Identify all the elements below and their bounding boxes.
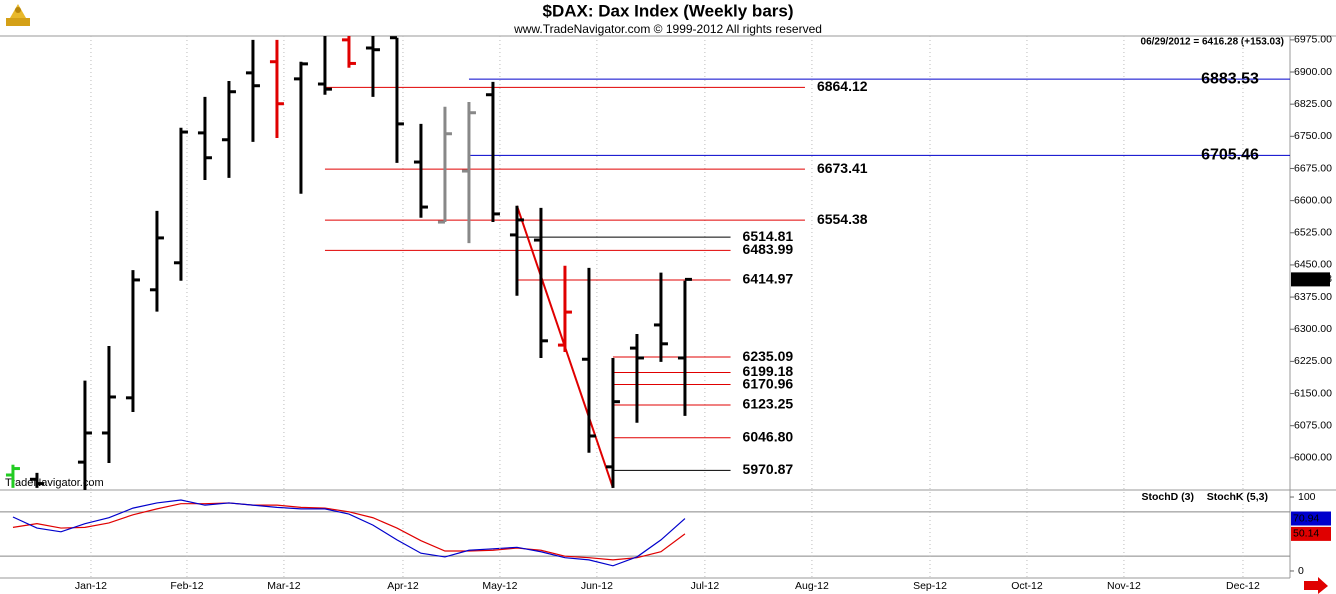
last-price-note: 06/29/2012 = 6416.28 (+153.03): [1141, 37, 1284, 48]
level-label: 6883.53: [1201, 70, 1259, 87]
y-tick-label: 6525.00: [1294, 227, 1332, 239]
level-label: 6414.97: [743, 271, 794, 287]
stoch-line: [12, 499, 686, 567]
y-tick-label: 0: [1298, 565, 1304, 577]
price-box-label: 6416.28: [1294, 273, 1332, 285]
x-tick-label: May-12: [482, 580, 517, 592]
y-tick-label: 6225.00: [1294, 355, 1332, 367]
level-label: 6199.18: [743, 363, 794, 379]
stoch-line: [12, 502, 686, 561]
value-box: [1291, 526, 1331, 541]
level-label: 5970.87: [743, 461, 794, 477]
x-tick-label: Apr-12: [387, 580, 419, 592]
level-label: 6046.80: [743, 428, 794, 444]
watermark: TradeNavigator.com: [5, 477, 104, 489]
y-tick-label: 6600.00: [1294, 194, 1332, 206]
level-label: 6705.46: [1201, 147, 1259, 164]
y-tick-label: 100: [1298, 491, 1316, 503]
level-label: 6864.12: [817, 78, 868, 94]
y-tick-label: 6750.00: [1294, 130, 1332, 142]
level-label: 6483.99: [743, 241, 794, 257]
x-tick-label: Jul-12: [691, 580, 720, 592]
x-tick-label: Oct-12: [1011, 580, 1043, 592]
y-tick-label: 6075.00: [1294, 419, 1332, 431]
y-tick-label: 6450.00: [1294, 259, 1332, 271]
x-tick-label: Jun-12: [581, 580, 613, 592]
y-tick-label: 6150.00: [1294, 387, 1332, 399]
y-tick-label: 6675.00: [1294, 162, 1332, 174]
x-tick-label: Feb-12: [170, 580, 203, 592]
level-label: 6235.09: [743, 348, 794, 364]
y-tick-label: 6300.00: [1294, 323, 1332, 335]
y-tick-label: 6975.00: [1294, 34, 1332, 46]
chart-title: $DAX: Dax Index (Weekly bars): [543, 1, 794, 20]
y-tick-label: 6900.00: [1294, 66, 1332, 78]
level-label: 6123.25: [743, 396, 794, 412]
level-label: 6673.41: [817, 160, 868, 176]
x-tick-label: Sep-12: [913, 580, 947, 592]
x-tick-label: Nov-12: [1107, 580, 1141, 592]
level-label: 6554.38: [817, 211, 868, 227]
x-tick-label: Aug-12: [795, 580, 829, 592]
x-tick-label: Jan-12: [75, 580, 107, 592]
price-box: [1291, 272, 1330, 287]
legend-entry: StochD (3): [1142, 491, 1195, 503]
level-label: 6170.96: [743, 375, 794, 391]
level-label: 6514.81: [743, 228, 794, 244]
legend-entry: StochK (5,3): [1207, 491, 1268, 503]
logo: [6, 4, 30, 26]
value-box: [1291, 511, 1331, 526]
scroll-arrow[interactable]: [1304, 577, 1328, 594]
y-tick-label: 6375.00: [1294, 291, 1332, 303]
value-box-label: 70.94: [1293, 512, 1319, 524]
x-tick-label: Mar-12: [267, 580, 300, 592]
chart-subtitle: www.TradeNavigator.com © 1999-2012 All r…: [513, 22, 822, 36]
x-tick-label: Dec-12: [1226, 580, 1260, 592]
y-tick-label: 6000.00: [1294, 452, 1332, 464]
value-box-label: 50.14: [1293, 528, 1319, 540]
y-tick-label: 6825.00: [1294, 98, 1332, 110]
